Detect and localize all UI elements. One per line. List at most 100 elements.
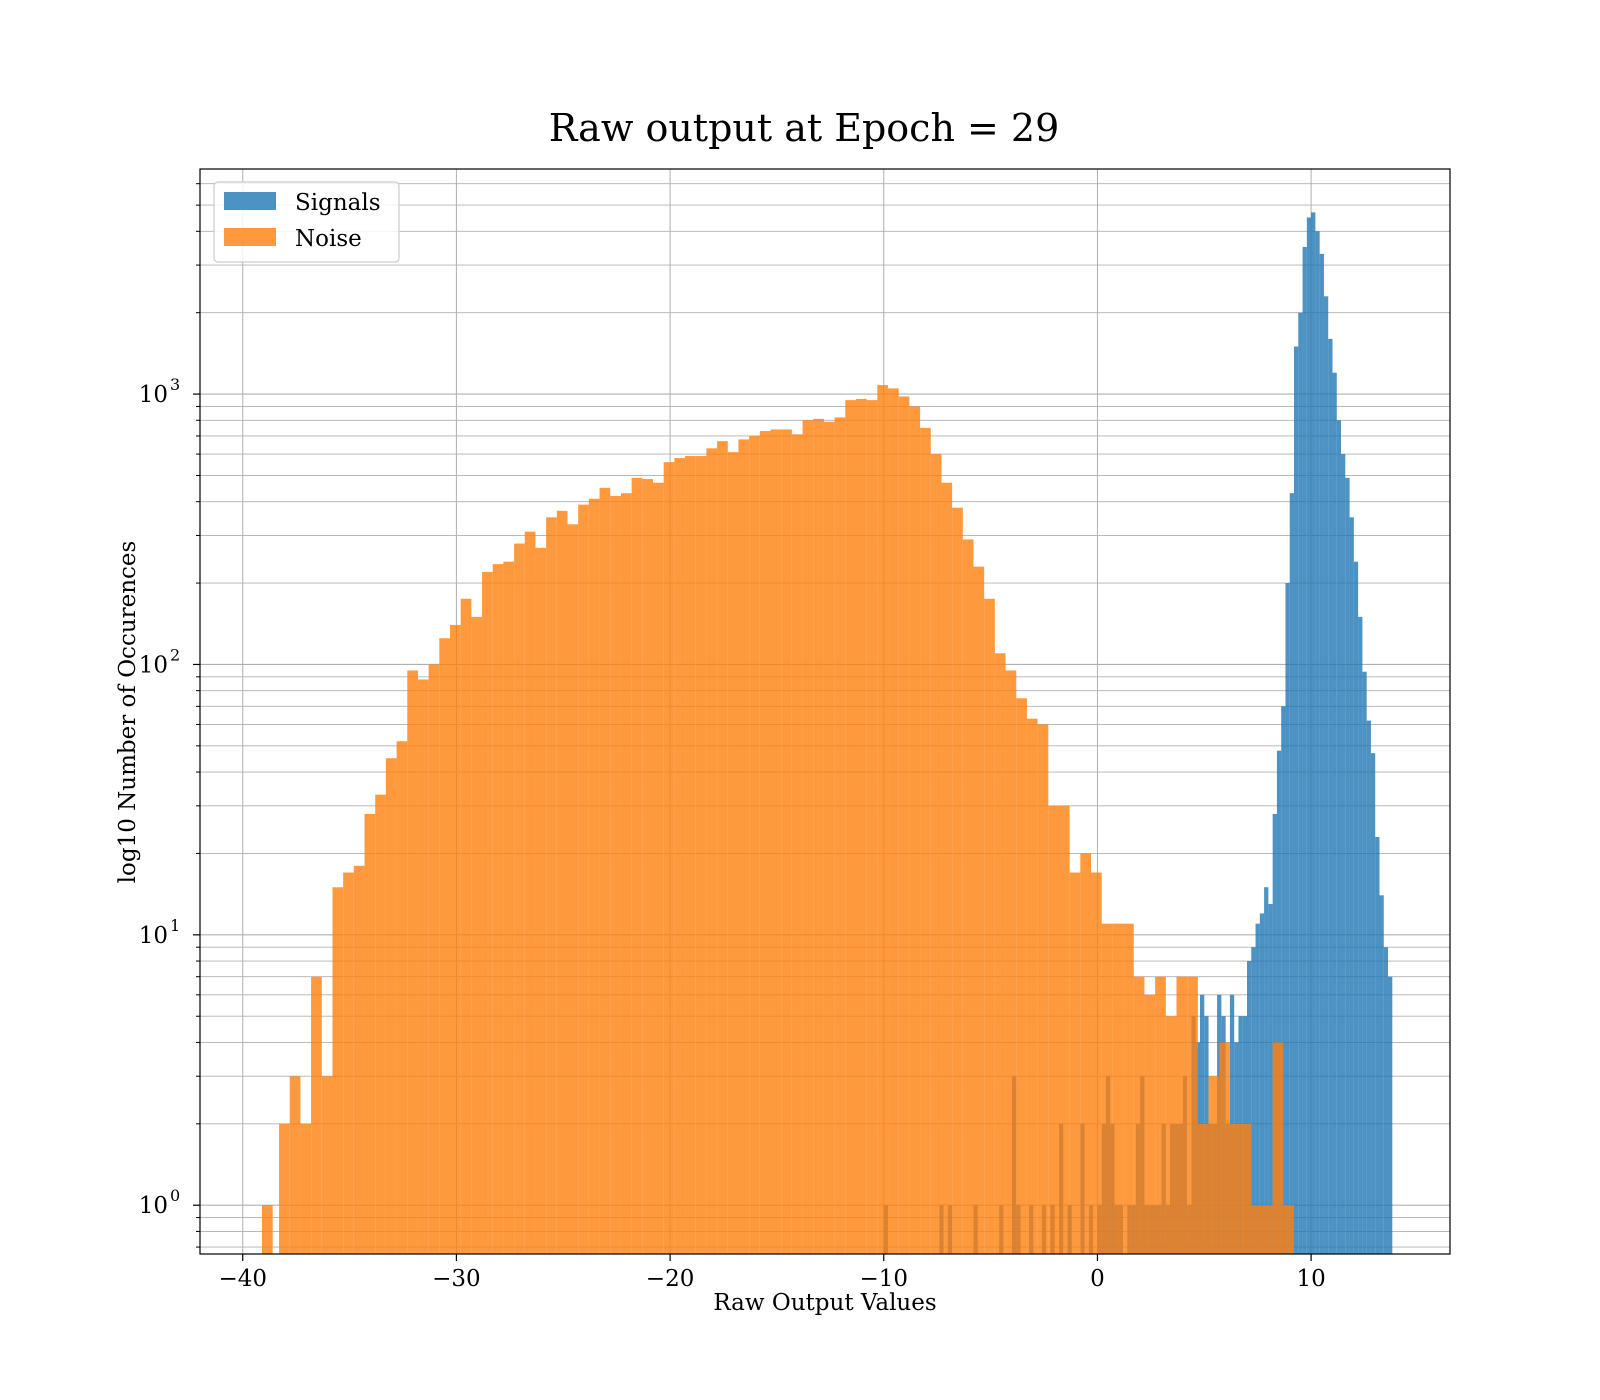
noise-bar-7	[343, 872, 354, 1254]
noise-bar-86	[1187, 976, 1198, 1254]
noise-bar-70	[1016, 698, 1027, 1254]
noise-bar-14	[417, 679, 429, 1254]
x-tick-label-5: 10	[1296, 1266, 1325, 1292]
noise-bar-29	[578, 504, 589, 1255]
noise-bar-88	[1208, 1076, 1220, 1254]
noise-bar-64	[952, 507, 963, 1254]
noise-bar-47	[770, 429, 782, 1254]
signals-bar-50	[1255, 923, 1260, 1254]
noise-bar-20	[482, 571, 493, 1254]
x-tick-label-1: −30	[432, 1266, 481, 1292]
noise-bar-6	[332, 887, 344, 1254]
noise-bar-19	[471, 616, 483, 1254]
noise-bar-34	[631, 477, 643, 1254]
noise-bar-48	[781, 429, 792, 1254]
signals-bar-72	[1349, 517, 1354, 1254]
y-tick-label-3: 10	[139, 382, 168, 408]
noise-bar-21	[492, 564, 504, 1254]
noise-bar-58	[888, 388, 899, 1254]
signals-series	[883, 212, 1393, 1255]
signals-bar-56	[1281, 706, 1286, 1254]
x-axis-label: Raw Output Values	[713, 1290, 936, 1316]
noise-bar-0	[261, 1205, 273, 1254]
noise-bar-83	[1155, 976, 1166, 1254]
signals-bar-51	[1259, 913, 1265, 1254]
legend-label-noise: Noise	[295, 226, 362, 252]
signals-bar-74	[1358, 616, 1363, 1254]
noise-bar-82	[1144, 994, 1156, 1254]
signals-bar-71	[1345, 477, 1350, 1254]
signals-bar-53	[1268, 904, 1273, 1254]
noise-bar-52	[823, 421, 835, 1254]
noise-bar-24	[524, 531, 536, 1254]
noise-bar-40	[695, 456, 707, 1254]
noise-bar-1	[279, 1123, 290, 1254]
noise-bar-39	[685, 456, 696, 1254]
signals-bar-64	[1315, 231, 1320, 1254]
noise-bar-12	[396, 741, 408, 1254]
noise-bar-30	[588, 498, 600, 1255]
legend: Signals Noise	[213, 181, 400, 263]
noise-bar-27	[556, 510, 568, 1255]
x-tick-label-4: 0	[1090, 1266, 1105, 1292]
noise-bar-18	[460, 598, 472, 1254]
noise-bar-22	[503, 561, 515, 1254]
noise-bar-26	[546, 517, 557, 1254]
noise-bar-80	[1123, 923, 1134, 1254]
signals-bar-57	[1285, 583, 1290, 1254]
noise-bar-69	[1005, 670, 1017, 1254]
signals-bar-79	[1379, 895, 1384, 1254]
noise-bar-44	[738, 439, 750, 1254]
noise-bar-59	[898, 396, 910, 1255]
noise-bar-13	[407, 670, 418, 1254]
noise-bar-60	[909, 406, 921, 1254]
signals-bar-66	[1323, 296, 1329, 1254]
signals-bar-68	[1332, 372, 1337, 1255]
noise-bar-9	[364, 813, 376, 1254]
chart-title: Raw output at Epoch = 29	[549, 106, 1060, 150]
noise-bar-31	[599, 487, 611, 1254]
noise-bar-33	[620, 493, 632, 1254]
noise-bar-90	[1229, 1123, 1241, 1254]
noise-bar-49	[791, 434, 803, 1254]
noise-bar-41	[706, 448, 718, 1254]
signals-bar-59	[1294, 346, 1299, 1254]
x-tick-label-2: −20	[646, 1266, 695, 1292]
y-axis-label: log10 Number of Occurences	[115, 541, 141, 884]
y-tick-exponent-3: 3	[170, 375, 180, 394]
y-tick-label-2: 10	[139, 652, 168, 678]
noise-bar-2	[289, 1076, 301, 1254]
noise-bar-94	[1272, 1042, 1284, 1254]
noise-bar-57	[877, 385, 889, 1254]
noise-bar-78	[1101, 923, 1113, 1254]
noise-bar-53	[834, 417, 846, 1254]
noise-bar-35	[642, 479, 653, 1254]
noise-bar-65	[962, 539, 974, 1254]
y-tick-exponent-0: 0	[170, 1186, 180, 1205]
signals-bar-76	[1366, 720, 1371, 1254]
y-tick-exponent-2: 2	[170, 645, 180, 664]
noise-bar-50	[802, 420, 814, 1254]
noise-bar-73	[1048, 805, 1059, 1254]
signals-bar-49	[1251, 947, 1256, 1254]
noise-bar-85	[1176, 976, 1188, 1254]
noise-bar-71	[1026, 718, 1038, 1254]
noise-bar-37	[663, 462, 675, 1254]
x-axis: −40 −30 −20 −10 0 10	[218, 1254, 1326, 1292]
legend-swatch-noise	[224, 228, 276, 246]
noise-bar-56	[866, 400, 878, 1254]
signals-bar-65	[1319, 253, 1324, 1254]
noise-bar-28	[567, 524, 579, 1254]
noise-bar-67	[984, 598, 995, 1254]
noise-bar-61	[920, 427, 931, 1254]
signals-bar-81	[1388, 976, 1393, 1254]
signals-bar-55	[1276, 750, 1282, 1254]
signals-bar-58	[1289, 493, 1295, 1254]
noise-bar-25	[535, 547, 547, 1254]
noise-bar-79	[1112, 923, 1124, 1254]
noise-bar-32	[610, 495, 621, 1255]
noise-bar-5	[321, 1076, 333, 1254]
legend-label-signals: Signals	[295, 190, 381, 216]
noise-bar-51	[813, 418, 824, 1254]
